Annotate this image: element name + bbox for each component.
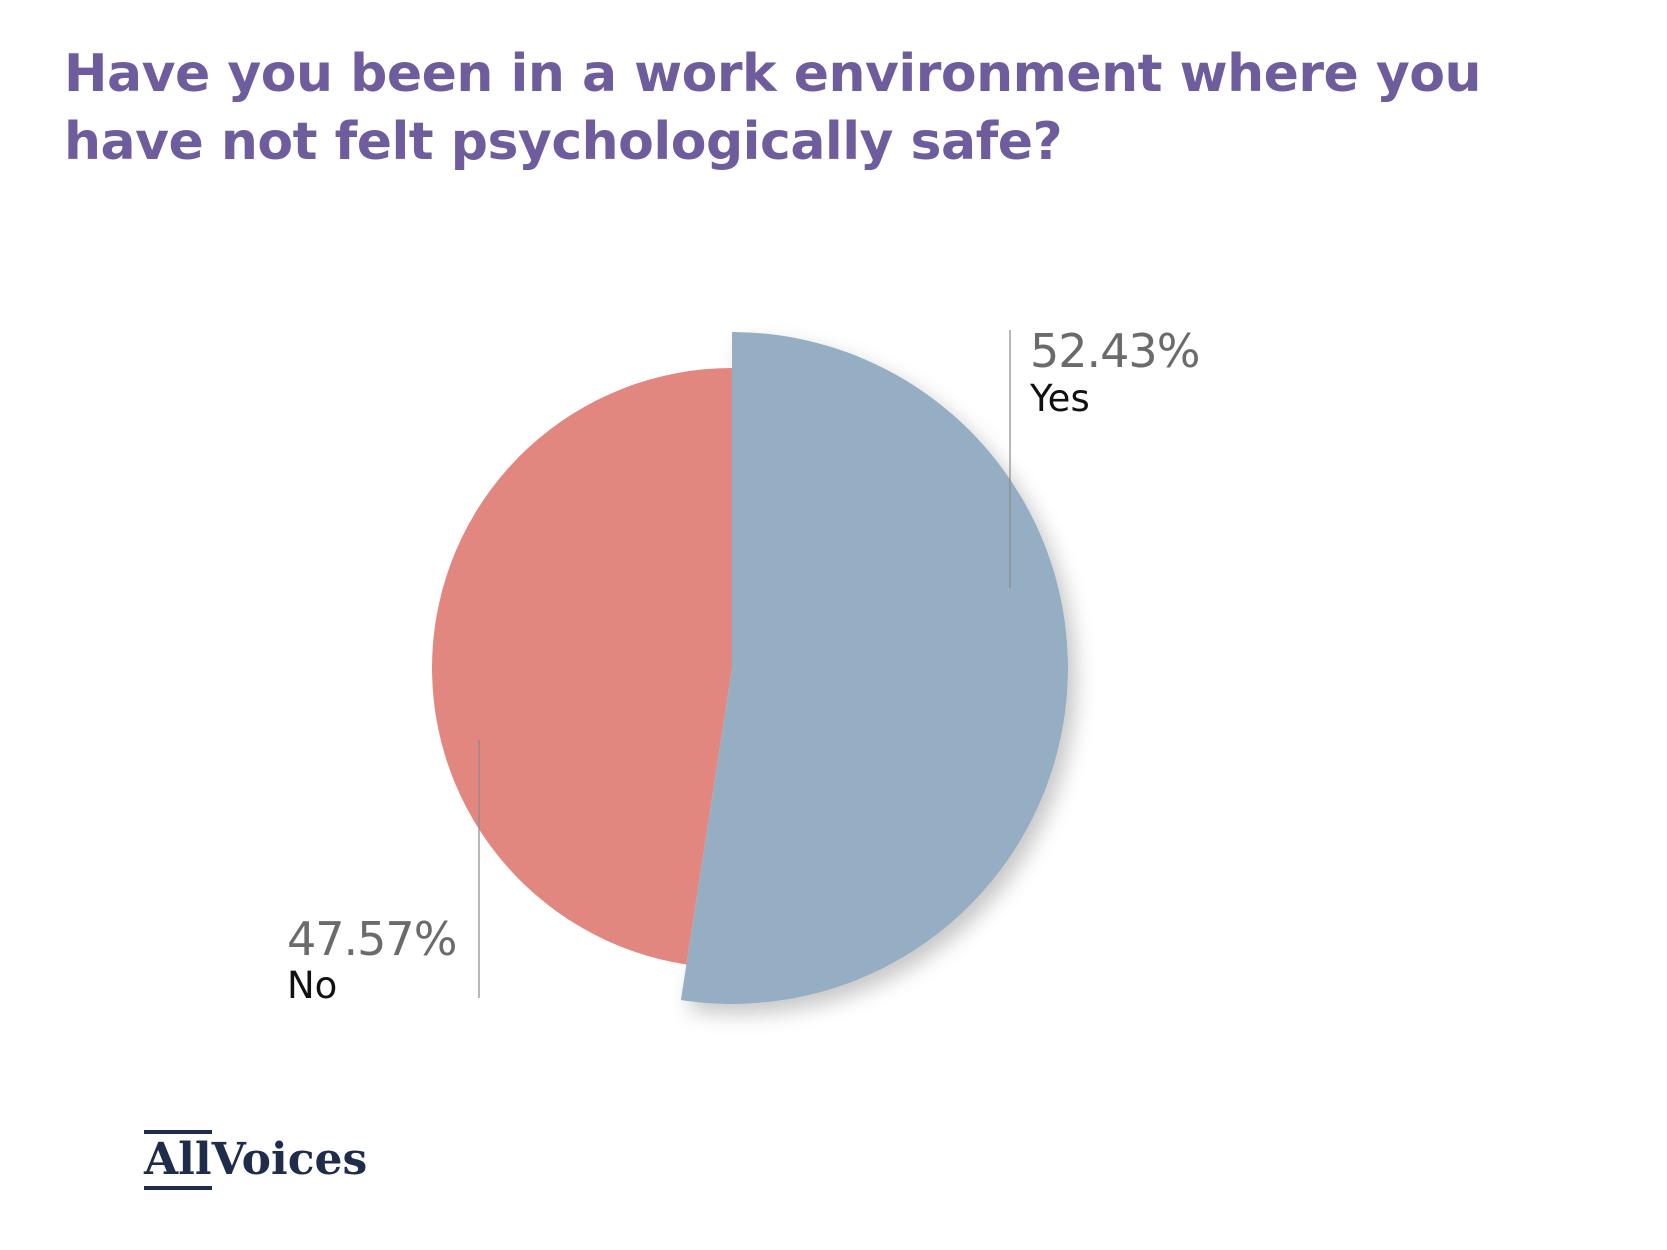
- value-label-yes: 52.43%: [1030, 324, 1199, 378]
- allvoices-logo: AllVoices: [144, 1130, 367, 1200]
- chart-title: Have you been in a work environment wher…: [64, 44, 1482, 172]
- pie-slices: [431, 332, 1068, 1004]
- pie-labels: 52.43%Yes 47.57%No: [287, 324, 1200, 1007]
- category-label-no: No: [287, 964, 337, 1007]
- category-label-yes: Yes: [1029, 377, 1090, 420]
- logo-text-all: All: [144, 1130, 212, 1190]
- pie-slice-no: [431, 368, 732, 965]
- logo-text-voices: Voices: [211, 1134, 368, 1185]
- value-label-no: 47.57%: [287, 912, 456, 966]
- pie-slice-yes: [680, 332, 1068, 1004]
